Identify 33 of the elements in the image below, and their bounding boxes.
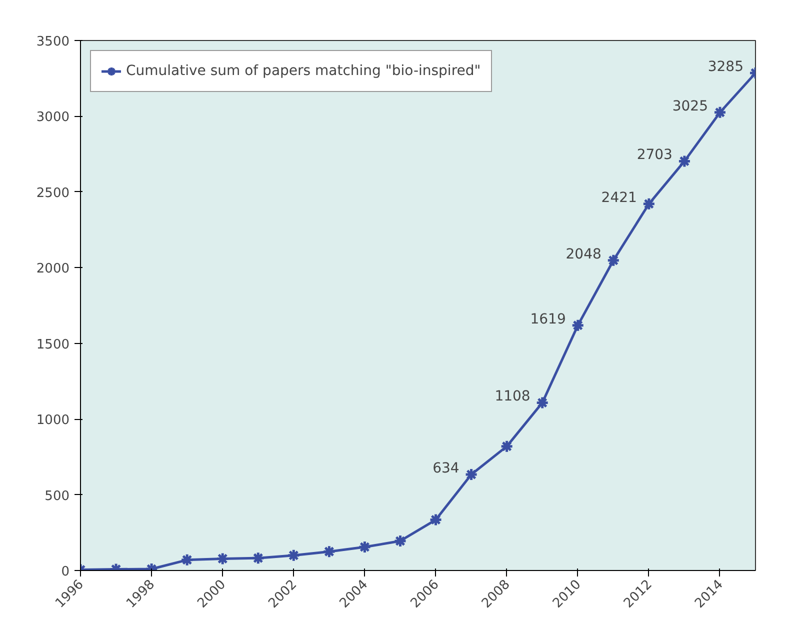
data-label: 2048 [566, 246, 602, 262]
y-tick-label: 2500 [36, 186, 70, 201]
data-label: 2703 [636, 147, 672, 164]
point [713, 106, 727, 120]
point [606, 254, 620, 268]
point [536, 396, 550, 410]
legend-label: Cumulative sum of papers matching "bio-inspired" [126, 63, 481, 79]
data-label: 3025 [672, 98, 708, 114]
y-tick-label: 1000 [36, 413, 70, 428]
point [358, 540, 372, 554]
point [393, 534, 407, 548]
y-tick-label: 0 [61, 564, 70, 580]
point [429, 513, 443, 527]
y-tick-label: 500 [44, 488, 70, 504]
point [286, 548, 300, 562]
data-label: 1108 [494, 388, 530, 405]
point [216, 552, 230, 566]
point [678, 154, 692, 168]
data-label: 634 [432, 460, 460, 476]
y-tick-label: 3500 [36, 34, 70, 50]
y-tick-label: 3000 [36, 110, 70, 126]
point [322, 544, 336, 558]
point [180, 553, 194, 567]
point [642, 197, 656, 211]
y-tick-label: 1500 [36, 337, 70, 352]
point [464, 468, 478, 482]
point [571, 318, 585, 332]
data-label: 3285 [708, 59, 744, 76]
point [500, 440, 514, 454]
data-label: 2421 [601, 190, 637, 206]
point [251, 551, 265, 565]
data-label: 1619 [530, 311, 566, 328]
y-tick-label: 2000 [36, 262, 70, 277]
